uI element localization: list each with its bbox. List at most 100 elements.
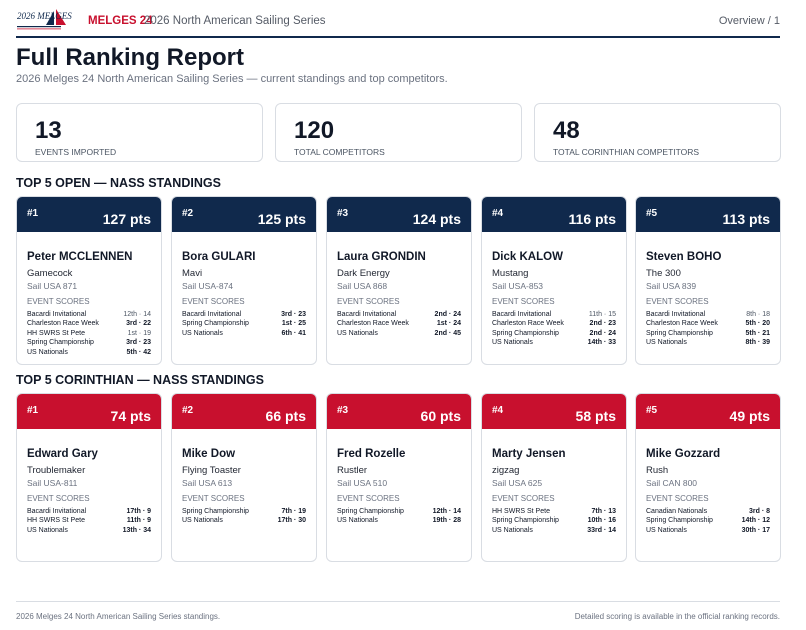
- stat-label: TOTAL CORINTHIAN COMPETITORS: [553, 147, 700, 157]
- event-name: US Nationals: [27, 526, 68, 534]
- boat-name: Mustang: [492, 268, 529, 279]
- event-score-row: Spring Championship 1st · 25: [182, 319, 306, 328]
- boat-name: Rush: [646, 465, 669, 476]
- event-result: 2nd · 45: [434, 329, 461, 337]
- event-score-row: US Nationals 8th · 39: [646, 338, 770, 347]
- event-result: 14th · 12: [741, 517, 770, 525]
- event-scores-label: EVENT SCORES: [182, 494, 245, 503]
- event-score-row: Bacardi Invitational 8th · 18: [646, 310, 770, 319]
- stat-total-corinthian: 48 TOTAL CORINTHIAN COMPETITORS: [534, 103, 781, 162]
- event-result: 10th · 16: [587, 517, 616, 525]
- card-header: #2 66 pts: [172, 394, 316, 429]
- points-total: 58 pts: [575, 408, 616, 424]
- event-result: 3rd · 8: [748, 508, 770, 515]
- event-result: 17th · 9: [126, 508, 151, 515]
- event-scores-label: EVENT SCORES: [646, 297, 709, 306]
- event-result: 5th · 20: [745, 320, 770, 328]
- event-scores-list: Canadian Nationals 3rd · 8 Spring Champion…: [646, 507, 770, 535]
- event-score-row: US Nationals 5th · 42: [27, 348, 151, 357]
- sail-number: Sail USA 868: [337, 281, 388, 291]
- event-scores-list: Spring Championship 7th · 19 US Nationals 1…: [182, 507, 306, 526]
- competitor-card: #1 127 pts Peter MCCLENNEN Gamecock Sail USA…: [16, 196, 162, 365]
- rank-badge: #2: [182, 405, 194, 416]
- competitor-name: Fred Rozelle: [337, 448, 406, 460]
- competitor-card: #2 66 pts Mike Dow Flying Toaster Sail USA 6…: [171, 393, 317, 562]
- event-name: Charleston Race Week: [492, 320, 564, 328]
- event-scores-list: Bacardi Invitational 17th · 9 HH SWRS St P…: [27, 507, 151, 535]
- event-name: Charleston Race Week: [646, 320, 718, 328]
- event-name: US Nationals: [492, 526, 533, 534]
- event-score-row: Spring Championship 3rd · 23: [27, 338, 151, 347]
- event-score-row: Spring Championship 2nd · 24: [492, 329, 616, 338]
- event-scores-list: Bacardi Invitational 11th · 15 Charleston …: [492, 310, 616, 348]
- event-score-row: Spring Championship 7th · 19: [182, 507, 306, 516]
- event-name: US Nationals: [646, 526, 687, 534]
- competitor-card: #2 125 pts Bora GULARI Mavi Sail USA-874 EVEN…: [171, 196, 317, 365]
- event-name: US Nationals: [337, 329, 378, 337]
- points-total: 125 pts: [257, 211, 306, 227]
- event-result: 1st · 25: [281, 320, 306, 328]
- rank-badge: #1: [27, 405, 39, 416]
- competitor-card: #4 58 pts Marty Jensen zigzag Sail USA 625 EV…: [481, 393, 627, 562]
- event-scores-label: EVENT SCORES: [27, 297, 90, 306]
- competitor-card: #3 60 pts Fred Rozelle Rustler Sail USA 510 E…: [326, 393, 472, 562]
- event-name: US Nationals: [337, 517, 378, 525]
- event-score-row: HH SWRS St Pete 11th · 9: [27, 516, 151, 525]
- competitor-name: Mike Dow: [182, 448, 236, 460]
- stat-value: 120: [294, 117, 335, 144]
- event-scores-list: Spring Championship 12th · 14 US Nationals…: [337, 507, 461, 526]
- event-score-row: Charleston Race Week 5th · 20: [646, 319, 770, 328]
- sail-number: Sail USA-874: [182, 281, 234, 291]
- card-header: #4 116 pts: [482, 197, 626, 232]
- event-name: Spring Championship: [646, 329, 713, 337]
- stat-value: 13: [35, 117, 62, 144]
- event-scores-label: EVENT SCORES: [646, 494, 709, 503]
- event-result: 11th · 15: [588, 311, 616, 318]
- event-name: Bacardi Invitational: [646, 311, 706, 318]
- points-total: 127 pts: [102, 211, 151, 227]
- event-name: Spring Championship: [27, 339, 94, 347]
- event-score-row: US Nationals 13th · 34: [27, 526, 151, 535]
- event-score-row: Bacardi Invitational 12th · 14: [27, 310, 151, 319]
- event-scores-label: EVENT SCORES: [337, 494, 400, 503]
- event-result: 3rd · 22: [126, 320, 151, 328]
- event-result: 11th · 9: [126, 517, 151, 525]
- event-scores-list: Bacardi Invitational 12th · 14 Charleston …: [27, 310, 151, 357]
- card-header: #3 60 pts: [327, 394, 471, 429]
- event-scores-label: EVENT SCORES: [492, 297, 555, 306]
- event-result: 1st · 19: [127, 329, 151, 337]
- event-score-row: Charleston Race Week 2nd · 23: [492, 319, 616, 328]
- event-result: 7th · 13: [591, 508, 616, 515]
- event-score-row: Charleston Race Week 1st · 24: [337, 319, 461, 328]
- rank-badge: #1: [27, 208, 39, 219]
- boat-name: Mavi: [182, 268, 203, 279]
- sail-number: Sail USA 625: [492, 478, 543, 488]
- event-name: Spring Championship: [492, 517, 559, 525]
- points-total: 124 pts: [412, 211, 461, 227]
- event-result: 2nd · 24: [434, 311, 461, 318]
- sail-number: Sail USA-811: [27, 478, 78, 488]
- points-total: 116 pts: [568, 211, 616, 227]
- competitor-name: Steven BOHO: [646, 251, 722, 263]
- footer-note: 2026 Melges 24 North American Sailing Se…: [16, 612, 221, 621]
- card-header: #3 124 pts: [327, 197, 471, 232]
- event-result: 30th · 17: [741, 526, 770, 534]
- boat-name: Flying Toaster: [182, 465, 241, 476]
- page-subtitle: 2026 Melges 24 North American Sailing Se…: [16, 73, 448, 85]
- event-result: 2nd · 24: [589, 329, 616, 337]
- event-name: US Nationals: [182, 329, 223, 337]
- event-score-row: Spring Championship 14th · 12: [646, 516, 770, 525]
- footer-scoring-note: Detailed scoring is available in the off…: [574, 612, 780, 621]
- rank-badge: #2: [182, 208, 194, 219]
- event-result: 12th · 14: [123, 311, 151, 318]
- page-indicator: Overview / 1: [718, 15, 780, 27]
- event-result: 6th · 41: [281, 329, 306, 337]
- event-name: Spring Championship: [646, 517, 713, 525]
- event-score-row: US Nationals 19th · 28: [337, 516, 461, 525]
- stat-label: TOTAL COMPETITORS: [294, 147, 385, 157]
- competitor-card: #5 113 pts Steven BOHO The 300 Sail USA 839 E…: [635, 196, 781, 365]
- competitor-card: #1 74 pts Edward Gary Troublemaker Sail USA-…: [16, 393, 162, 562]
- event-result: 13th · 34: [122, 526, 151, 534]
- event-result: 3rd · 23: [281, 311, 306, 318]
- event-scores-label: EVENT SCORES: [337, 297, 400, 306]
